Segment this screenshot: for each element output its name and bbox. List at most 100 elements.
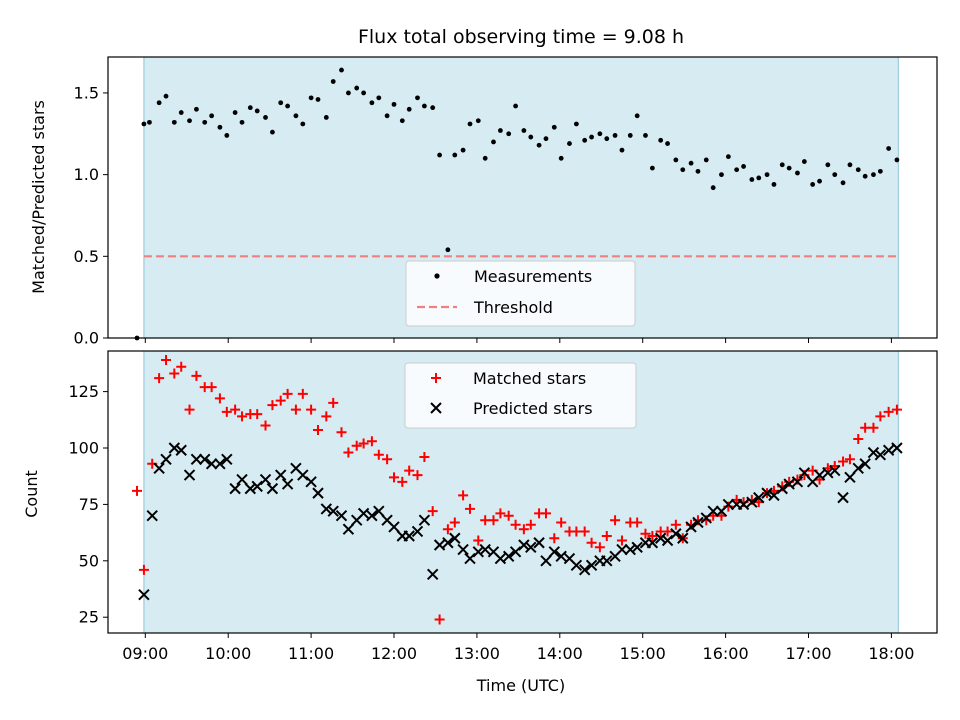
- measurement-point: [710, 185, 716, 191]
- bottom-legend: Matched stars Predicted stars: [404, 362, 637, 429]
- matched-star-point: [260, 420, 271, 431]
- predicted-star-point: [753, 491, 765, 504]
- predicted-star-point: [555, 550, 567, 563]
- measurement-point: [810, 182, 816, 187]
- measurement-point: [673, 157, 679, 163]
- matched-star-point: [169, 368, 180, 379]
- measurement-point: [871, 172, 876, 178]
- legend-predicted-marker: [430, 402, 442, 414]
- measurement-point: [315, 97, 321, 102]
- measurement-point: [399, 118, 405, 124]
- measurement-point: [817, 178, 822, 184]
- predicted-star-point: [654, 532, 667, 544]
- matched-star-point: [382, 454, 393, 465]
- predicted-star-point: [677, 532, 689, 544]
- matched-star-point: [844, 454, 855, 465]
- x-tick-label: 10:00: [205, 644, 251, 663]
- matched-star-point: [138, 564, 149, 575]
- measurement-point: [756, 175, 762, 181]
- matched-star-point: [267, 400, 278, 411]
- measurement-point: [437, 152, 442, 158]
- predicted-star-point: [335, 509, 348, 522]
- matched-star-point: [275, 395, 286, 406]
- predicted-star-point: [403, 530, 415, 542]
- measurement-point: [840, 180, 846, 186]
- matched-star-point: [610, 515, 621, 526]
- matched-star-point: [373, 449, 384, 460]
- measurement-point: [270, 129, 275, 135]
- matched-star-point: [419, 452, 430, 463]
- predicted-star-point: [533, 537, 545, 549]
- predicted-star-point: [601, 555, 613, 567]
- matched-star-point: [343, 447, 354, 458]
- measurement-point: [513, 103, 518, 109]
- measurement-point: [147, 119, 152, 125]
- measurement-point: [330, 79, 336, 84]
- matched-star-point: [321, 411, 332, 422]
- legend-measurements-marker: [434, 273, 440, 279]
- legend-matched-marker: [431, 373, 441, 383]
- measurement-point: [528, 134, 534, 140]
- matched-star-point: [313, 424, 324, 435]
- matched-star-point: [868, 422, 879, 433]
- matched-star-point: [473, 535, 484, 546]
- predicted-star-point: [783, 478, 795, 490]
- bottom-panel: 25 50 75 100 125 09:00 10:00 11:00 12:00 13:00 14…: [22, 350, 938, 695]
- predicted-star-point: [190, 453, 203, 465]
- chart-title: Flux total observing time = 9.08 h: [358, 26, 684, 48]
- x-tick-label: 15:00: [620, 644, 666, 663]
- measurement-point: [415, 95, 420, 101]
- predicted-star-point: [867, 446, 880, 459]
- bottom-legend-box: [404, 362, 637, 429]
- measurement-point: [573, 121, 579, 127]
- measurement-point: [232, 110, 238, 115]
- predicted-star-point: [320, 503, 333, 515]
- bottom-plot-frame: [107, 350, 938, 634]
- measurement-point: [688, 160, 694, 166]
- top-y-axis-label: Matched/Predicted stars: [29, 100, 48, 294]
- matched-star-point: [549, 533, 560, 544]
- measurement-point: [339, 67, 344, 73]
- measurement-point: [422, 103, 427, 109]
- measurement-point: [862, 173, 868, 179]
- predicted-star-point: [433, 539, 446, 551]
- predicted-star-point: [312, 487, 324, 499]
- matched-star-point: [306, 404, 317, 415]
- matched-star-point: [640, 528, 651, 539]
- measurement-point: [293, 113, 299, 119]
- predicted-star-point: [737, 498, 750, 511]
- predicted-star-point: [540, 555, 552, 567]
- measurement-point: [460, 147, 466, 153]
- measurement-point: [695, 168, 701, 174]
- measurement-point: [597, 131, 603, 137]
- matched-star-point: [556, 517, 567, 528]
- predicted-star-point: [442, 537, 454, 549]
- predicted-star-point: [661, 534, 674, 547]
- predicted-star-point: [761, 487, 773, 499]
- predicted-star-point: [891, 442, 903, 454]
- matched-star-point: [540, 508, 551, 519]
- measurement-point: [894, 157, 900, 163]
- predicted-star-point: [692, 516, 704, 529]
- y-tick-label: 1.5: [74, 83, 99, 102]
- x-tick-label: 11:00: [288, 644, 334, 663]
- predicted-star-point: [798, 467, 811, 479]
- matched-star-point: [366, 436, 377, 447]
- measurement-point: [771, 182, 777, 187]
- measurement-point: [263, 115, 268, 120]
- matched-star-point: [427, 506, 438, 517]
- predicted-star-point: [616, 543, 628, 556]
- predicted-star-point: [457, 543, 469, 556]
- predicted-star-point: [373, 505, 385, 517]
- x-tick-label: 14:00: [537, 644, 583, 663]
- matched-star-point: [488, 515, 499, 526]
- matched-star-point: [510, 519, 521, 530]
- predicted-star-point: [631, 541, 643, 553]
- predicted-star-point: [822, 467, 834, 479]
- predicted-star-point: [366, 509, 378, 522]
- predicted-star-point: [297, 469, 309, 481]
- measurement-point: [187, 118, 192, 124]
- measurement-point: [278, 100, 284, 106]
- matched-star-point: [237, 411, 248, 422]
- matched-star-point: [176, 361, 187, 372]
